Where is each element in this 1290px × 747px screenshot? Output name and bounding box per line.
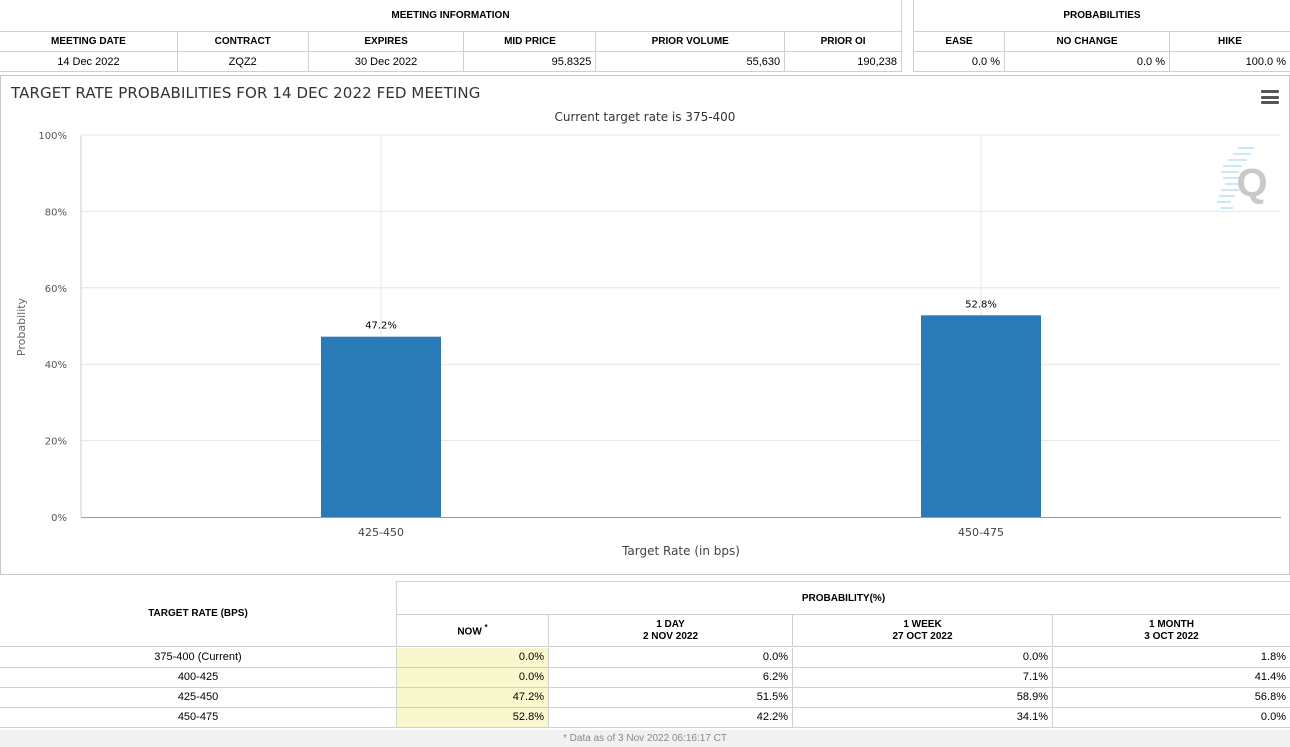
hike-value: 100.0 %: [1245, 56, 1286, 68]
contract-value: ZQZ2: [178, 52, 309, 72]
col-header-now-text: NOW: [457, 626, 482, 638]
chart-subtitle: Current target rate is 375-400: [554, 110, 736, 124]
one-day-cell: 42.2%: [549, 708, 793, 727]
col-header-1-month-line1: 1 MONTH: [1149, 618, 1194, 630]
chart-gridlines: [81, 134, 1281, 517]
bar-chart: Q 0% 20% 40% 60% 80% 100% 47.2% 425-450 52.8% 450…: [15, 131, 1281, 558]
hamburger-menu-icon[interactable]: [1261, 90, 1279, 104]
table-row: 425-450 47.2% 51.5% 58.9% 56.8%: [0, 688, 1290, 708]
y-tick-label: 40%: [45, 360, 67, 371]
expires-value: 30 Dec 2022: [309, 52, 465, 72]
col-header-no-change: NO CHANGE: [1005, 32, 1170, 51]
col-header-1-week: 1 WEEK 27 OCT 2022: [793, 615, 1053, 647]
chart-title: TARGET RATE PROBABILITIES FOR 14 DEC 202…: [11, 84, 481, 102]
target-rate-table: TARGET RATE (BPS) PROBABILITY(%) NOW * 1…: [0, 581, 1290, 747]
prior-volume-value: 55,630: [596, 52, 786, 72]
col-header-prior-volume: PRIOR VOLUME: [596, 32, 786, 51]
col-header-1-day-line1: 1 DAY: [656, 618, 685, 630]
y-tick-label: 80%: [45, 207, 67, 218]
chart-labels: 0% 20% 40% 60% 80% 100% 47.2% 425-450 52.8% 450-4…: [38, 131, 1004, 539]
target-rate-cell: 400-425: [0, 668, 397, 687]
x-tick-label: 425-450: [358, 526, 404, 539]
y-tick-label: 60%: [45, 284, 67, 295]
now-cell: 0.0%: [397, 668, 549, 687]
ease-value: 0.0 %: [914, 52, 1005, 72]
one-week-cell: 58.9%: [793, 688, 1053, 707]
table-row: 375-400 (Current) 0.0% 0.0% 0.0% 1.8%: [0, 648, 1290, 668]
target-rate-header: TARGET RATE (BPS): [0, 581, 397, 647]
col-header-now-mark: *: [484, 623, 488, 633]
y-tick-label: 100%: [38, 131, 67, 142]
one-day-cell: 6.2%: [549, 668, 793, 687]
y-tick-label: 0%: [51, 513, 67, 524]
q-logo-icon: Q: [1217, 147, 1268, 209]
bar-425-450[interactable]: [321, 336, 441, 517]
col-header-mid-price: MID PRICE: [464, 32, 597, 51]
no-change-value: 0.0 %: [1005, 52, 1170, 72]
one-month-cell: 0.0%: [1260, 711, 1286, 723]
table-row: 400-425 0.0% 6.2% 7.1% 41.4%: [0, 668, 1290, 688]
chart-bars: [321, 315, 1041, 517]
meeting-information-title: MEETING INFORMATION: [0, 0, 901, 32]
one-week-cell: 34.1%: [793, 708, 1053, 727]
col-header-prior-oi: PRIOR OI: [820, 36, 866, 47]
x-axis-title: Target Rate (in bps): [621, 544, 740, 558]
one-month-cell: 56.8%: [1254, 691, 1286, 703]
target-rate-cell: 450-475: [0, 708, 397, 727]
y-axis-title: Probability: [15, 297, 28, 356]
probabilities-panel: PROBABILITIES EASE NO CHANGE HIKE 0.0 % …: [913, 0, 1290, 72]
table-row: 450-475 52.8% 42.2% 34.1% 0.0%: [0, 708, 1290, 728]
col-header-expires: EXPIRES: [309, 32, 465, 51]
probabilities-title: PROBABILITIES: [914, 0, 1290, 32]
probabilities-value-row: 0.0 % 0.0 % 100.0 %: [914, 52, 1290, 72]
probability-header: PROBABILITY(%): [397, 581, 1290, 615]
bar-data-label: 47.2%: [365, 321, 397, 332]
now-cell: 0.0%: [397, 648, 549, 667]
meeting-information-panel: MEETING INFORMATION MEETING DATE CONTRAC…: [0, 0, 902, 72]
chart-axes: [80, 135, 1281, 518]
meeting-info-value-row: 14 Dec 2022 ZQZ2 30 Dec 2022 95.8325 55,…: [0, 52, 901, 72]
col-header-1-day: 1 DAY 2 NOV 2022: [549, 615, 793, 647]
now-cell: 47.2%: [397, 688, 549, 707]
x-tick-label: 450-475: [958, 526, 1004, 539]
one-day-cell: 51.5%: [549, 688, 793, 707]
mid-price-value: 95.8325: [464, 52, 597, 72]
one-week-cell: 7.1%: [793, 668, 1053, 687]
now-cell: 52.8%: [397, 708, 549, 727]
target-rate-cell: 425-450: [0, 688, 397, 707]
prior-oi-value: 190,238: [857, 56, 898, 68]
one-week-cell: 0.0%: [793, 648, 1053, 667]
chart-panel: Q 0% 20% 40% 60% 80% 100% 47.2% 425-450 52.8% 450…: [0, 75, 1290, 575]
col-header-1-month: 1 MONTH 3 OCT 2022: [1053, 615, 1290, 647]
bar-data-label: 52.8%: [965, 299, 997, 310]
col-header-now: NOW *: [397, 615, 549, 647]
col-header-1-day-line2: 2 NOV 2022: [642, 630, 699, 642]
col-header-1-week-line2: 27 OCT 2022: [892, 630, 953, 642]
meeting-info-header-row: MEETING DATE CONTRACT EXPIRES MID PRICE …: [0, 32, 901, 52]
col-header-contract: CONTRACT: [178, 32, 309, 51]
col-header-ease: EASE: [914, 32, 1005, 51]
col-header-1-month-line2: 3 OCT 2022: [1144, 630, 1199, 642]
one-day-cell: 0.0%: [549, 648, 793, 667]
col-header-meeting-date: MEETING DATE: [0, 32, 178, 51]
col-header-hike: HIKE: [1218, 36, 1242, 47]
probabilities-header-row: EASE NO CHANGE HIKE: [914, 32, 1290, 52]
data-timestamp-footnote: * Data as of 3 Nov 2022 06:16:17 CT: [0, 730, 1290, 747]
target-rate-cell: 375-400 (Current): [0, 648, 397, 667]
meeting-info-header: MEETING INFORMATION MEETING DATE CONTRAC…: [0, 0, 1290, 74]
bar-450-475[interactable]: [921, 315, 1041, 517]
y-tick-label: 20%: [45, 437, 67, 448]
meeting-date-value: 14 Dec 2022: [0, 52, 178, 72]
col-header-1-week-line1: 1 WEEK: [903, 618, 942, 630]
col-header-now-label: NOW *: [457, 622, 487, 638]
one-month-cell: 41.4%: [1254, 671, 1286, 683]
one-month-cell: 1.8%: [1260, 651, 1286, 663]
svg-text:Q: Q: [1236, 161, 1267, 205]
